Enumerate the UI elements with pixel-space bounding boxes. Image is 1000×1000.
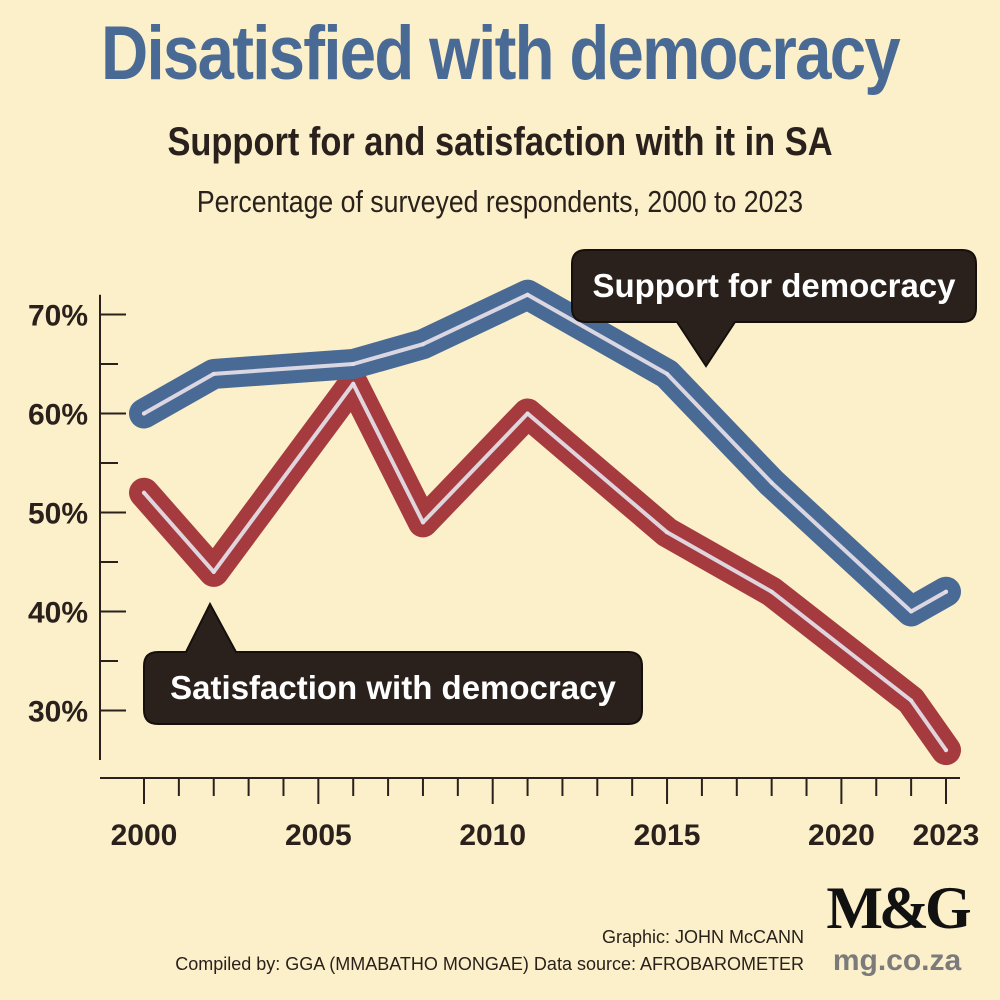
support-data-point	[211, 371, 216, 376]
support-callout-label: Support for democracy	[592, 267, 956, 304]
x-tick-label: 2010	[459, 819, 526, 852]
y-tick-label: 40%	[28, 597, 88, 630]
support-data-point	[769, 480, 774, 485]
satisfaction-data-point	[525, 411, 530, 416]
chart-subtitle: Support for and satisfaction with it in …	[167, 120, 833, 164]
satisfaction-data-point	[420, 520, 425, 525]
credit-graphic: Graphic: JOHN McCANN	[601, 927, 804, 947]
satisfaction-data-point	[211, 569, 216, 574]
credit-compiled-source: Compiled by: GGA (MMABATHO MONGAE) Data …	[175, 954, 804, 974]
satisfaction-data-point	[769, 589, 774, 594]
mg-logo: M&G	[826, 875, 971, 941]
x-tick-label: 2000	[111, 819, 178, 852]
satisfaction-data-point	[351, 381, 356, 386]
chart-title: Disatisfied with democracy	[101, 11, 901, 96]
support-data-point	[909, 609, 914, 614]
y-tick-label: 50%	[28, 498, 88, 531]
support-data-point	[142, 411, 146, 416]
y-tick-label: 70%	[28, 300, 88, 333]
chart-description: Percentage of surveyed respondents, 2000…	[196, 184, 804, 219]
support-data-point	[420, 342, 425, 347]
satisfaction-data-point	[909, 698, 914, 703]
satisfaction-callout-label: Satisfaction with democracy	[170, 669, 616, 706]
support-data-point	[351, 362, 356, 366]
x-tick-label: 2015	[634, 819, 701, 852]
support-callout-box	[571, 249, 977, 368]
x-tick-label: 2005	[285, 819, 352, 852]
site-url: mg.co.za	[832, 944, 962, 977]
satisfaction-data-point	[944, 748, 948, 753]
x-tick-label: 2020	[808, 819, 875, 852]
satisfaction-callout-box	[143, 601, 643, 725]
support-data-point	[944, 589, 948, 594]
support-data-point	[665, 371, 670, 376]
y-tick-label: 60%	[28, 399, 88, 432]
support-series-highlight	[142, 292, 948, 614]
satisfaction-data-point	[665, 530, 670, 535]
support-data-point	[525, 292, 530, 297]
y-tick-label: 30%	[28, 696, 88, 729]
x-tick-label: 2023	[913, 819, 980, 852]
satisfaction-data-point	[142, 490, 146, 495]
support-series-line	[129, 279, 961, 627]
